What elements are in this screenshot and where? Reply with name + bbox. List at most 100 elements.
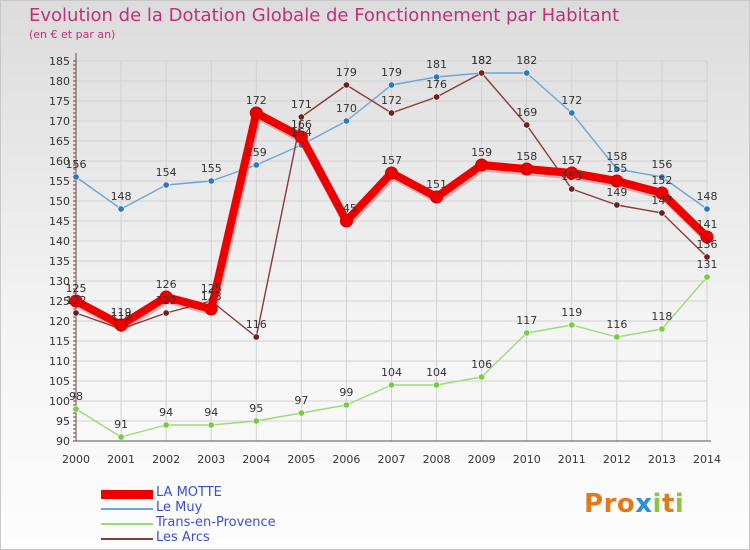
data-point-la-motte	[294, 130, 308, 144]
logo-letter: i	[652, 489, 662, 519]
data-label-trans-en-provence: 117	[516, 314, 537, 327]
logo-letter: o	[616, 489, 636, 519]
data-label-les-arcs: 147	[651, 194, 672, 207]
data-point-la-motte	[114, 318, 128, 332]
data-label-la-motte: 159	[471, 146, 492, 159]
data-point-trans-en-provence	[117, 433, 125, 441]
legend-item-la-motte: LA MOTTE	[101, 485, 361, 502]
legend-swatch-le-muy	[101, 508, 153, 510]
data-point-trans-en-provence	[342, 401, 350, 409]
y-tick-label: 170	[49, 115, 70, 128]
data-label-trans-en-provence: 116	[606, 318, 627, 331]
x-tick-label: 2010	[513, 453, 541, 466]
data-point-les-arcs	[523, 121, 531, 129]
data-point-les-arcs	[387, 109, 395, 117]
data-label-les-arcs: 122	[156, 294, 177, 307]
legend-item-les-arcs: Les Arcs	[101, 530, 361, 547]
data-point-trans-en-provence	[387, 381, 395, 389]
data-label-trans-en-provence: 118	[651, 310, 672, 323]
data-label-le-muy: 155	[201, 162, 222, 175]
logo-letter: i	[674, 489, 685, 519]
legend-swatch-trans-en-provence	[101, 523, 153, 525]
data-point-le-muy	[658, 173, 666, 181]
y-tick-label: 100	[49, 395, 70, 408]
data-label-le-muy: 158	[606, 150, 627, 163]
x-tick-label: 2009	[468, 453, 496, 466]
data-label-le-muy: 172	[561, 94, 582, 107]
data-label-la-motte: 157	[561, 154, 582, 167]
data-label-la-motte: 119	[111, 306, 132, 319]
logo-letter: P	[584, 489, 604, 519]
x-tick-label: 2001	[107, 453, 135, 466]
data-label-le-muy: 156	[651, 158, 672, 171]
legend-label-le-muy: Le Muy	[156, 500, 203, 515]
data-point-les-arcs	[297, 113, 305, 121]
data-label-trans-en-provence: 95	[249, 402, 263, 415]
x-tick-label: 2007	[378, 453, 406, 466]
data-point-trans-en-provence	[297, 409, 305, 417]
logo-letter: x	[635, 489, 653, 519]
data-label-la-motte: 172	[246, 94, 267, 107]
data-point-la-motte	[204, 302, 218, 316]
data-point-la-motte	[700, 230, 714, 244]
data-point-trans-en-provence	[613, 333, 621, 341]
data-label-trans-en-provence: 98	[69, 390, 83, 403]
x-tick-label: 2012	[603, 453, 631, 466]
data-point-les-arcs	[613, 201, 621, 209]
data-point-les-arcs	[72, 309, 80, 317]
data-point-trans-en-provence	[252, 417, 260, 425]
data-point-la-motte	[430, 190, 444, 204]
legend-label-les-arcs: Les Arcs	[156, 530, 210, 545]
y-tick-label: 150	[49, 195, 70, 208]
data-label-la-motte: 123	[201, 290, 222, 303]
x-tick-label: 2003	[197, 453, 225, 466]
legend-item-trans-en-provence: Trans-en-Provence	[101, 515, 361, 532]
legend-swatch-la-motte	[101, 490, 153, 499]
data-label-les-arcs: 171	[291, 98, 312, 111]
data-point-le-muy	[252, 161, 260, 169]
x-tick-label: 2005	[287, 453, 315, 466]
data-point-les-arcs	[162, 309, 170, 317]
y-tick-label: 105	[49, 375, 70, 388]
data-point-trans-en-provence	[658, 325, 666, 333]
data-label-les-arcs: 149	[606, 186, 627, 199]
data-point-le-muy	[117, 205, 125, 213]
data-label-les-arcs: 136	[697, 238, 718, 251]
data-label-trans-en-provence: 94	[159, 406, 173, 419]
data-point-les-arcs	[252, 333, 260, 341]
y-tick-label: 90	[56, 435, 70, 448]
legend-label-trans-en-provence: Trans-en-Provence	[156, 515, 276, 530]
data-point-le-muy	[703, 205, 711, 213]
axes: 9095100105110115120125130135140145150155…	[49, 53, 721, 466]
data-point-la-motte	[385, 166, 398, 180]
data-label-trans-en-provence: 104	[381, 366, 402, 379]
data-label-le-muy: 154	[156, 166, 177, 179]
data-label-trans-en-provence: 97	[294, 394, 308, 407]
data-label-le-muy: 159	[246, 146, 267, 159]
data-label-le-muy: 156	[66, 158, 87, 171]
data-point-le-muy	[72, 173, 80, 181]
x-tick-label: 2006	[332, 453, 360, 466]
y-tick-label: 130	[49, 275, 70, 288]
data-point-trans-en-provence	[568, 321, 576, 329]
data-point-la-motte	[339, 214, 353, 228]
data-label-les-arcs: 153	[561, 170, 582, 183]
data-point-le-muy	[207, 177, 215, 185]
data-label-trans-en-provence: 94	[204, 406, 218, 419]
legend-label-la-motte: LA MOTTE	[156, 485, 222, 500]
data-label-trans-en-provence: 104	[426, 366, 447, 379]
data-point-trans-en-provence	[433, 381, 441, 389]
logo-letter: t	[661, 489, 675, 519]
x-tick-label: 2000	[62, 453, 90, 466]
y-tick-label: 110	[49, 355, 70, 368]
y-tick-label: 120	[49, 315, 70, 328]
y-tick-label: 135	[49, 255, 70, 268]
data-label-le-muy: 170	[336, 102, 357, 115]
data-label-les-arcs: 176	[426, 78, 447, 91]
data-label-la-motte: 166	[291, 118, 312, 131]
data-label-les-arcs: 182	[471, 54, 492, 67]
data-point-la-motte	[565, 166, 579, 180]
data-point-la-motte	[475, 158, 489, 172]
